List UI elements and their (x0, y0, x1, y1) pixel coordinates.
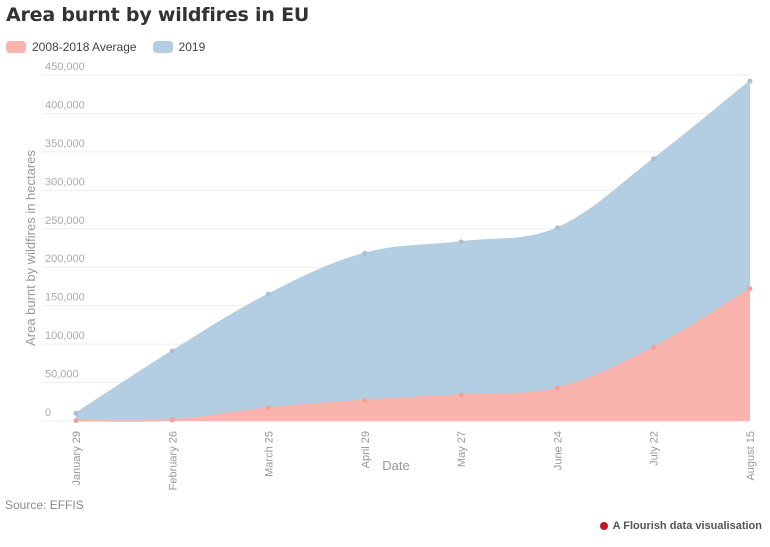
x-tick-label: June 24 (552, 431, 564, 470)
data-point-2019 (458, 239, 464, 245)
data-point-2008-2018-average (554, 385, 560, 391)
data-point-2008-2018-average (458, 392, 464, 398)
y-tick-label: 50,000 (45, 369, 79, 381)
y-tick-label: 100,000 (45, 330, 85, 342)
data-point-2019 (651, 156, 657, 162)
source-note: Source: EFFIS (5, 498, 84, 512)
y-axis-label: Area burnt by wildfires in hectares (23, 150, 38, 346)
x-tick-label: July 22 (649, 431, 661, 466)
y-tick-label: 150,000 (45, 292, 85, 304)
x-tick-label: February 26 (167, 431, 179, 490)
legend-item-2019[interactable]: 2019 (152, 40, 206, 54)
x-axis-ticks: January 29 February 26 March 25 April 29 May… (71, 431, 757, 490)
legend-label-average: 2008-2018 Average (32, 40, 137, 54)
area-2019 (76, 81, 750, 421)
legend-swatch-average (6, 41, 26, 53)
data-point-2008-2018-average (651, 344, 657, 350)
data-point-2019 (266, 291, 272, 297)
x-tick-label: August 15 (745, 431, 757, 481)
x-tick-label: May 27 (456, 431, 468, 467)
data-point-2008-2018-average (747, 286, 753, 292)
data-point-2008-2018-average (73, 418, 79, 424)
x-tick-label: April 29 (360, 431, 372, 468)
data-point-2008-2018-average (266, 405, 272, 411)
y-tick-label: 450,000 (45, 61, 85, 73)
data-point-2019 (747, 78, 753, 84)
flourish-logo-icon (599, 522, 608, 530)
series-points (73, 78, 753, 424)
data-point-2019 (554, 225, 560, 231)
y-tick-label: 200,000 (45, 253, 85, 265)
y-tick-label: 250,000 (45, 215, 85, 227)
y-tick-label: 0 (45, 407, 51, 419)
flourish-credit-label: A Flourish data visualisation (612, 520, 762, 532)
line-2008-2018-average (75, 288, 751, 422)
flourish-credit[interactable]: A Flourish data visualisation (599, 520, 762, 532)
legend: 2008-2018 Average 2019 (6, 40, 221, 54)
data-point-2019 (362, 250, 368, 256)
data-point-2019 (169, 348, 175, 354)
legend-label-2019: 2019 (178, 40, 206, 54)
chart-title: Area burnt by wildfires in EU (6, 4, 310, 26)
data-point-2019 (73, 410, 79, 416)
y-tick-label: 350,000 (45, 138, 85, 150)
data-point-2008-2018-average (362, 397, 368, 403)
area-2008-2018-average (76, 288, 750, 422)
data-point-2008-2018-average (169, 417, 175, 423)
x-tick-label: January 29 (71, 431, 83, 485)
series-areas (75, 80, 751, 422)
y-tick-label: 300,000 (45, 176, 85, 188)
y-tick-label: 400,000 (45, 99, 85, 111)
legend-item-average[interactable]: 2008-2018 Average (6, 40, 137, 54)
y-axis-ticks: 0 50,000 100,000 150,000 200,000 250,000 300,0… (45, 61, 85, 419)
x-axis-label: Date (382, 458, 409, 473)
x-tick-label: March 25 (264, 431, 276, 477)
legend-swatch-2019 (152, 41, 173, 53)
